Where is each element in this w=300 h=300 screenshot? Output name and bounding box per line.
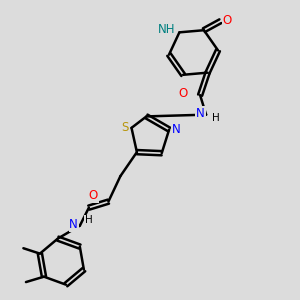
Text: N: N bbox=[196, 107, 205, 120]
Text: N: N bbox=[172, 123, 181, 136]
Text: O: O bbox=[89, 189, 98, 202]
Text: H: H bbox=[212, 113, 219, 123]
Text: O: O bbox=[223, 14, 232, 27]
Text: S: S bbox=[121, 122, 128, 134]
Text: H: H bbox=[85, 215, 92, 225]
Text: O: O bbox=[179, 87, 188, 100]
Text: NH: NH bbox=[158, 23, 176, 36]
Text: N: N bbox=[69, 218, 78, 231]
